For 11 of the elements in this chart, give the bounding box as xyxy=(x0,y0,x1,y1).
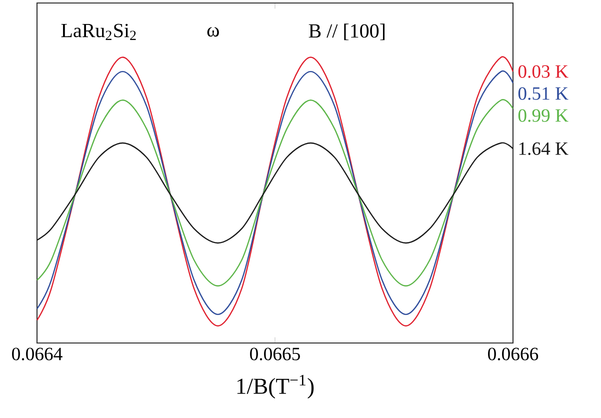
text: B // [100] xyxy=(308,24,385,40)
x-tick-label: 0.0665 xyxy=(250,348,300,360)
series-label: 1.64 K xyxy=(519,142,568,156)
series-label: 0.99 K xyxy=(518,109,568,122)
text: ω xyxy=(207,27,219,37)
x-tick-label: 0.0666 xyxy=(488,348,538,360)
series-label: 0.51 K xyxy=(518,87,568,100)
text: LaRu$_{2}$Si$_{2}$ xyxy=(61,24,136,40)
x-tick-label: 0.0664 xyxy=(12,348,62,360)
series-label: 0.03 K xyxy=(518,65,568,78)
x-axis-title: 1/B(T$^{−1}$) xyxy=(237,374,314,399)
